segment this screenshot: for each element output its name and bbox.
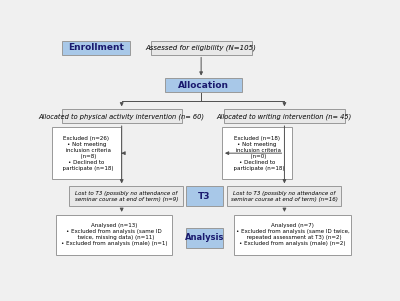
Bar bbox=[222, 127, 292, 179]
Bar bbox=[151, 41, 252, 54]
Bar bbox=[62, 41, 130, 54]
Text: Analysed (n=7)
• Excluded from analysis (same ID twice,
  repeated assessment at: Analysed (n=7) • Excluded from analysis … bbox=[236, 223, 350, 246]
Bar bbox=[228, 186, 341, 206]
Bar bbox=[56, 215, 172, 255]
Text: Analysis: Analysis bbox=[184, 233, 224, 242]
Bar bbox=[186, 228, 223, 248]
Text: T3: T3 bbox=[198, 192, 210, 201]
Bar bbox=[186, 186, 223, 206]
Text: Enrollment: Enrollment bbox=[68, 43, 124, 52]
Bar bbox=[224, 109, 344, 123]
Text: Excluded (n=26)
• Not meeting
  inclusion criteria
  (n=8)
• Declined to
  parti: Excluded (n=26) • Not meeting inclusion … bbox=[59, 136, 114, 171]
Text: Allocated to physical activity intervention (n= 60): Allocated to physical activity intervent… bbox=[39, 113, 205, 119]
Text: Allocation: Allocation bbox=[178, 81, 229, 90]
Text: Analysed (n=13)
• Excluded from analysis (same ID
  twice, missing data) (n=11)
: Analysed (n=13) • Excluded from analysis… bbox=[61, 223, 168, 246]
Text: Excluded (n=18)
• Not meeting
  inclusion criteria
  (n=0)
• Declined to
  parti: Excluded (n=18) • Not meeting inclusion … bbox=[230, 136, 284, 171]
Bar bbox=[62, 109, 182, 123]
Text: Lost to T3 (possibly no attendance of
seminar course at end of term) (n=9): Lost to T3 (possibly no attendance of se… bbox=[75, 191, 178, 202]
Text: Assessed for eligibility (N=105): Assessed for eligibility (N=105) bbox=[146, 44, 256, 51]
Bar bbox=[52, 127, 121, 179]
Text: Allocated to writing intervention (n= 45): Allocated to writing intervention (n= 45… bbox=[217, 113, 352, 119]
Bar bbox=[165, 79, 242, 92]
Text: Lost to T3 (possibly no attendance of
seminar course at end of term) (n=16): Lost to T3 (possibly no attendance of se… bbox=[231, 191, 338, 202]
Bar bbox=[69, 186, 183, 206]
Bar bbox=[234, 215, 351, 255]
